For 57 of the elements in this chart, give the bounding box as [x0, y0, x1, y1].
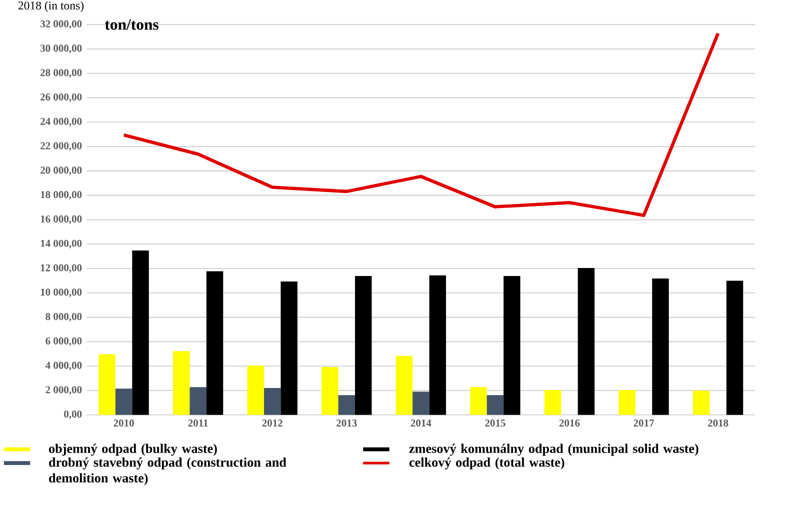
y-tick-label: 18 000,00 — [40, 190, 82, 200]
y-tick-label: 14 000,00 — [40, 240, 82, 248]
bar — [98, 354, 116, 415]
bar — [355, 276, 372, 415]
line-series — [122, 32, 720, 217]
bar — [412, 391, 430, 415]
bar — [652, 278, 669, 415]
y-tick-label: 28 000,00 — [40, 68, 82, 78]
legend-label: objemný odpad (bulky waste) — [49, 444, 217, 456]
bar — [578, 268, 595, 415]
y-tick-label: 32 000,00 — [40, 20, 82, 29]
bar — [247, 365, 264, 415]
y-tick-label: 10 000,00 — [40, 288, 82, 298]
y-tick-label: 24 000,00 — [40, 118, 82, 126]
y-tick-label: 12 000,00 — [40, 264, 82, 273]
y-tick-label: 2 000,00 — [46, 386, 82, 395]
bar — [470, 386, 487, 415]
legend-label: zmesový komunálny odpad (municipal solid waste) — [409, 444, 698, 456]
bar — [396, 356, 413, 415]
y-tick-label: 6 000,00 — [46, 337, 82, 346]
bar — [264, 388, 281, 415]
y-tick-label: 4 000,00 — [45, 362, 82, 370]
legend-label: celkový odpad (total waste) — [409, 457, 564, 470]
y-tick-label: 26 000,00 — [40, 93, 82, 102]
x-tick-label: 2011 — [188, 419, 208, 426]
bar — [486, 395, 504, 415]
y-axis-title: ton/tons — [104, 19, 158, 30]
x-tick-label: 2018 — [708, 419, 728, 426]
bar — [132, 250, 149, 415]
y-tick-label: 30 000,00 — [40, 44, 82, 54]
bar — [504, 276, 520, 415]
bar — [206, 271, 224, 415]
y-tick-label: 22 000,00 — [40, 142, 82, 151]
legend-label: drobný stavebný odpad (construction and demolition waste) — [49, 457, 286, 486]
bar — [726, 280, 744, 415]
x-tick-label: 2012 — [262, 419, 282, 426]
bar — [544, 390, 562, 415]
y-tick-label: 16 000,00 — [40, 215, 82, 224]
bar — [115, 388, 132, 415]
bar — [190, 386, 206, 415]
y-tick-label: 0,00 — [64, 410, 82, 420]
bar — [280, 281, 298, 415]
text: 2018 (in tons) — [18, 1, 84, 12]
x-tick-label: 2014 — [410, 419, 432, 426]
bar — [429, 275, 446, 415]
x-tick-label: 2015 — [485, 419, 506, 426]
bar — [322, 366, 338, 415]
bar — [338, 395, 355, 415]
bar — [173, 350, 190, 415]
bar — [692, 390, 710, 415]
y-tick-label: 8 000,00 — [46, 312, 82, 322]
x-tick-label: 2017 — [634, 419, 654, 426]
x-tick-label: 2010 — [114, 419, 134, 426]
x-tick-label: 2013 — [336, 419, 357, 426]
bar — [618, 390, 636, 415]
x-tick-label: 2016 — [559, 419, 580, 426]
y-tick-label: 20 000,00 — [40, 166, 82, 176]
